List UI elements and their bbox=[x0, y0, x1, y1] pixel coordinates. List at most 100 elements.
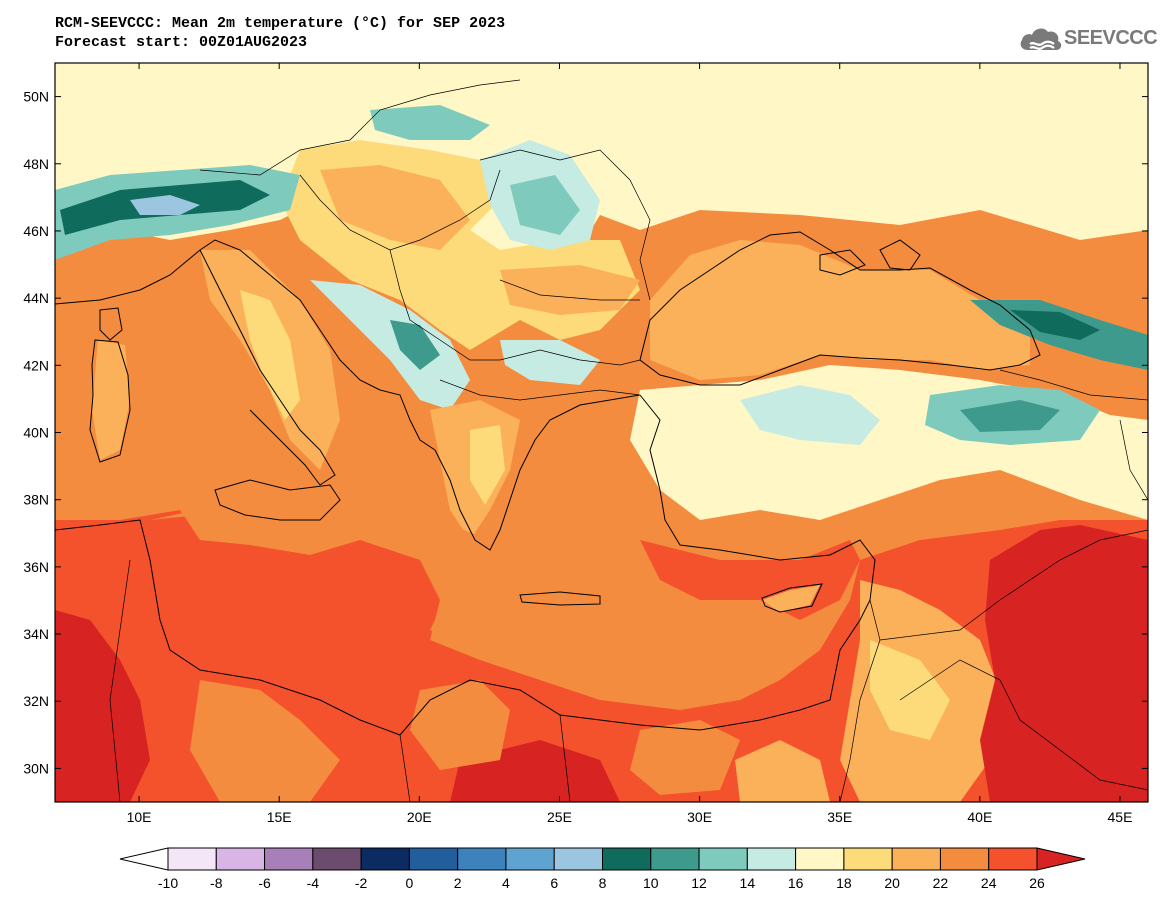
border-balkans bbox=[389, 249, 641, 366]
map-title: RCM-SEEVCCC: Mean 2m temperature (°C) fo… bbox=[55, 14, 505, 52]
field-tunisia-interior bbox=[190, 680, 340, 802]
field-balkan-mts bbox=[500, 340, 600, 385]
field-carpathians-cold bbox=[510, 175, 580, 235]
colorbar-label: 10 bbox=[643, 875, 659, 891]
lat-tick-label: 42N bbox=[23, 357, 49, 373]
colorbar-label: 22 bbox=[933, 875, 949, 891]
coast-greece-west bbox=[434, 394, 641, 551]
lon-tick-label: 30E bbox=[687, 809, 712, 825]
field-tatra bbox=[370, 105, 490, 140]
lat-tick-label: 36N bbox=[23, 559, 49, 575]
title-line-1: RCM-SEEVCCC: Mean 2m temperature (°C) fo… bbox=[55, 15, 506, 32]
colorbar-swatch bbox=[167, 847, 217, 871]
field-anatolia-cool bbox=[740, 385, 880, 445]
field-black-sea bbox=[650, 240, 1030, 380]
colorbar-label: 12 bbox=[691, 875, 707, 891]
field-16-18-north bbox=[55, 63, 1148, 280]
colorbar-swatch bbox=[746, 847, 797, 871]
colorbar-label: 2 bbox=[454, 875, 462, 891]
coast-black-sea bbox=[639, 231, 1041, 386]
field-libya-plateau bbox=[410, 680, 510, 770]
border-danube bbox=[499, 279, 640, 301]
field-algeria-hot bbox=[55, 610, 150, 802]
field-apennines bbox=[240, 290, 300, 420]
field-20-22-pannonian bbox=[320, 165, 470, 250]
lat-tick-label: 30N bbox=[23, 760, 49, 776]
colorbar-label: 0 bbox=[405, 875, 413, 891]
border-greece bbox=[439, 379, 641, 401]
field-alps-peaks bbox=[130, 195, 200, 215]
lon-tick-label: 40E bbox=[967, 809, 992, 825]
border-central-north bbox=[199, 79, 521, 176]
colorbar-swatch bbox=[843, 847, 893, 871]
colorbar-swatch bbox=[939, 847, 990, 871]
colorbar-label: 4 bbox=[502, 875, 510, 891]
field-20-22-danube bbox=[500, 265, 640, 315]
colorbar-label: -10 bbox=[158, 875, 178, 891]
colorbar-swatch bbox=[650, 847, 700, 871]
field-caucasus-east-cold bbox=[960, 400, 1060, 432]
colorbar-label: -6 bbox=[258, 875, 271, 891]
coast-sardinia bbox=[89, 339, 131, 463]
colorbar-label: 8 bbox=[599, 875, 607, 891]
lon-tick-label: 25E bbox=[547, 809, 572, 825]
coast-corsica bbox=[99, 307, 123, 341]
lat-tick-label: 40N bbox=[23, 425, 49, 441]
coast-italy-adriatic bbox=[55, 239, 436, 451]
colorbar-label: 20 bbox=[884, 875, 900, 891]
colorbar-swatch bbox=[264, 847, 314, 871]
coast-crimea bbox=[819, 249, 866, 276]
colorbar-high-arrow bbox=[1036, 847, 1086, 871]
lat-tick-label: 38N bbox=[23, 492, 49, 508]
temperature-field bbox=[55, 63, 1148, 802]
colorbar-swatch bbox=[360, 847, 410, 871]
field-cyprus bbox=[762, 585, 820, 612]
field-caucasus-cold bbox=[1010, 310, 1100, 340]
field-central-med bbox=[150, 500, 720, 700]
colorbar-swatch bbox=[698, 847, 748, 871]
border-romania bbox=[479, 149, 651, 301]
lat-tick-label: 46N bbox=[23, 223, 49, 239]
lon-tick-label: 15E bbox=[267, 809, 292, 825]
coast-italy-west bbox=[199, 249, 336, 486]
colorbar-swatch bbox=[988, 847, 1038, 871]
colorbar-label: 24 bbox=[981, 875, 997, 891]
lat-tick-label: 32N bbox=[23, 693, 49, 709]
field-dinarides bbox=[310, 280, 470, 410]
lat-tick-label: 34N bbox=[23, 626, 49, 642]
border-iraq bbox=[899, 659, 1148, 791]
seevccc-logo: SEEVCCC bbox=[1018, 22, 1158, 54]
coast-cyprus bbox=[761, 583, 823, 613]
colorbar-label: 16 bbox=[788, 875, 804, 891]
colorbar-swatch bbox=[602, 847, 652, 871]
colorbar-label: -8 bbox=[210, 875, 223, 891]
border-tunisia-libya bbox=[399, 734, 411, 802]
lat-tick-label: 48N bbox=[23, 156, 49, 172]
coast-crete bbox=[519, 591, 601, 606]
coast-north-africa bbox=[55, 519, 871, 736]
axis-ticks: 10E 15E 20E 25E 30E 35E 40E 45E 30N 32N 34N 36N 38N 4… bbox=[23, 63, 1148, 825]
lat-tick-label: 50N bbox=[23, 89, 49, 105]
colorbar-label: 26 bbox=[1029, 875, 1045, 891]
title-line-2: Forecast start: 00Z01AUG2023 bbox=[55, 34, 308, 51]
colorbar: -10 -8 -6 -4 -2 0 2 4 6 8 10 12 14 16 18 20 22 24 26 bbox=[119, 847, 1086, 891]
coast-sicily bbox=[214, 479, 341, 521]
border-hungary bbox=[299, 169, 501, 251]
colorbar-swatch bbox=[408, 847, 459, 871]
field-pindus bbox=[470, 425, 505, 505]
field-iraq-hot bbox=[980, 525, 1148, 802]
border-libya-egypt bbox=[559, 714, 571, 802]
border-syria bbox=[879, 529, 1148, 641]
field-dinarides-cold bbox=[390, 320, 440, 370]
border-algeria-tunisia bbox=[109, 559, 131, 802]
colorbar-label: -4 bbox=[307, 875, 320, 891]
colorbar-label: -2 bbox=[355, 875, 368, 891]
logo-text: SEEVCCC bbox=[1064, 27, 1158, 49]
lon-tick-label: 10E bbox=[127, 809, 152, 825]
colorbar-swatch bbox=[457, 847, 507, 871]
cloud-icon bbox=[1020, 28, 1062, 50]
colorbar-swatch bbox=[553, 847, 604, 871]
lat-tick-label: 44N bbox=[23, 290, 49, 306]
field-sinai bbox=[735, 740, 830, 802]
colorbar-swatch bbox=[215, 847, 266, 871]
